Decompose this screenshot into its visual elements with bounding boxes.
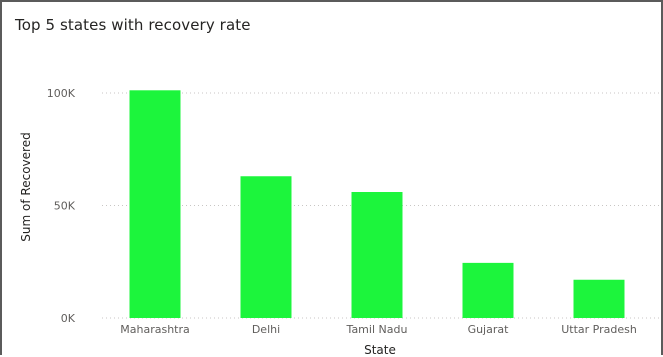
x-tick-label: Uttar Pradesh <box>561 323 637 336</box>
bars <box>129 90 625 318</box>
y-tick-label: 50K <box>54 200 76 213</box>
x-axis-ticks: Maharashtra Delhi Tamil Nadu Gujarat Uttar P… <box>120 323 637 336</box>
bar-gujarat[interactable] <box>462 262 514 318</box>
bar-tamil-nadu[interactable] <box>351 192 403 318</box>
bar-uttar-pradesh[interactable] <box>573 279 625 318</box>
x-tick-label: Delhi <box>252 323 280 336</box>
x-axis-title: State <box>364 343 396 357</box>
bar-delhi[interactable] <box>240 176 292 318</box>
x-tick-label: Tamil Nadu <box>346 323 408 336</box>
bar-maharashtra[interactable] <box>129 90 181 318</box>
y-tick-label: 0K <box>61 312 76 325</box>
x-tick-label: Gujarat <box>468 323 510 336</box>
x-tick-label: Maharashtra <box>120 323 190 336</box>
y-axis-title: Sum of Recovered <box>19 132 33 241</box>
y-tick-label: 100K <box>47 87 76 100</box>
chart-title: Top 5 states with recovery rate <box>15 16 251 34</box>
y-axis-ticks: 0K 50K 100K <box>47 87 76 325</box>
